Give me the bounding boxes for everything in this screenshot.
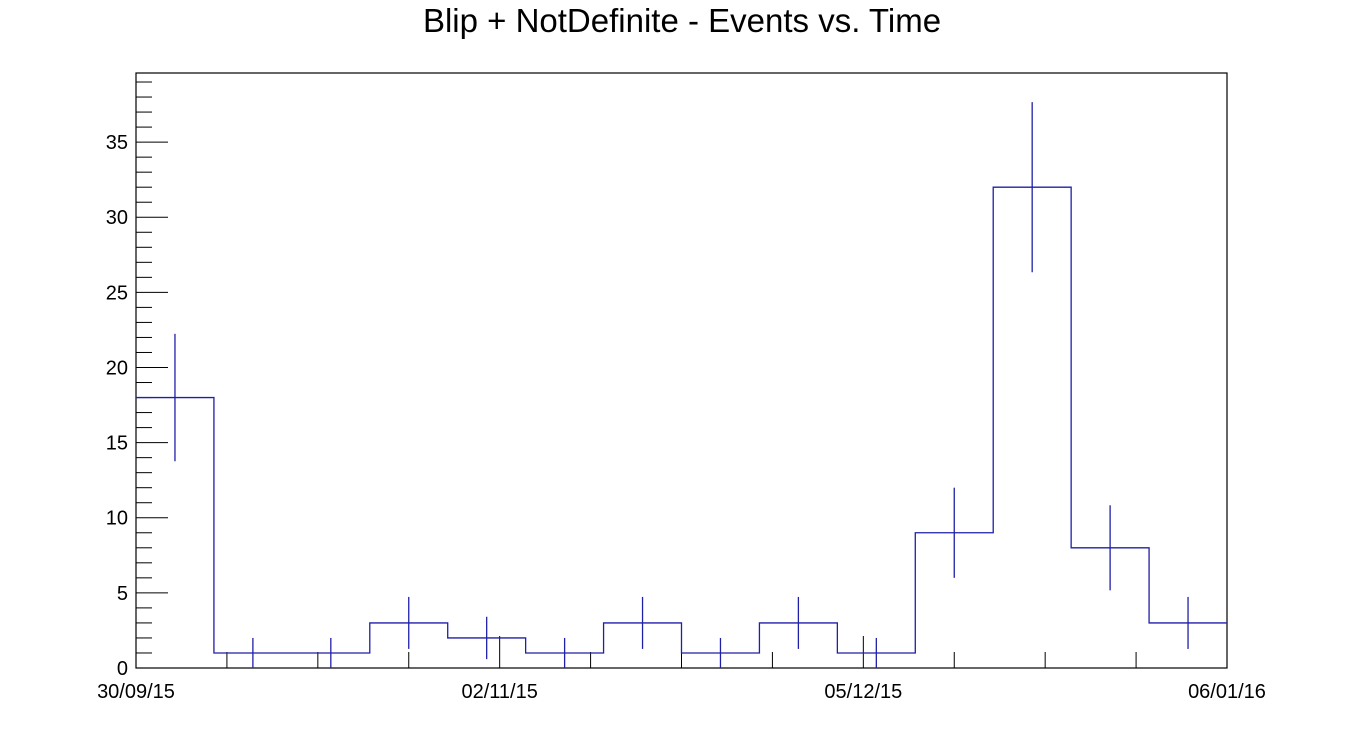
y-tick-label: 10 xyxy=(106,508,128,530)
y-tick-label: 35 xyxy=(106,132,128,154)
y-tick-label: 20 xyxy=(106,357,128,379)
x-tick-label: 30/09/15 xyxy=(97,681,175,703)
x-tick-label: 05/12/15 xyxy=(824,681,902,703)
histogram-step-line xyxy=(136,186,1227,654)
chart-title: Blip + NotDefinite - Events vs. Time xyxy=(422,2,942,39)
y-tick-label: 25 xyxy=(106,282,128,304)
y-tick-label: 15 xyxy=(106,433,128,455)
y-tick-label: 5 xyxy=(117,583,128,605)
plot-frame xyxy=(135,72,1228,669)
y-tick-label: 0 xyxy=(117,658,128,680)
x-tick-label: 02/11/15 xyxy=(461,681,537,703)
y-tick-label: 30 xyxy=(106,207,128,229)
x-tick-label: 06/01/16 xyxy=(1188,681,1266,703)
